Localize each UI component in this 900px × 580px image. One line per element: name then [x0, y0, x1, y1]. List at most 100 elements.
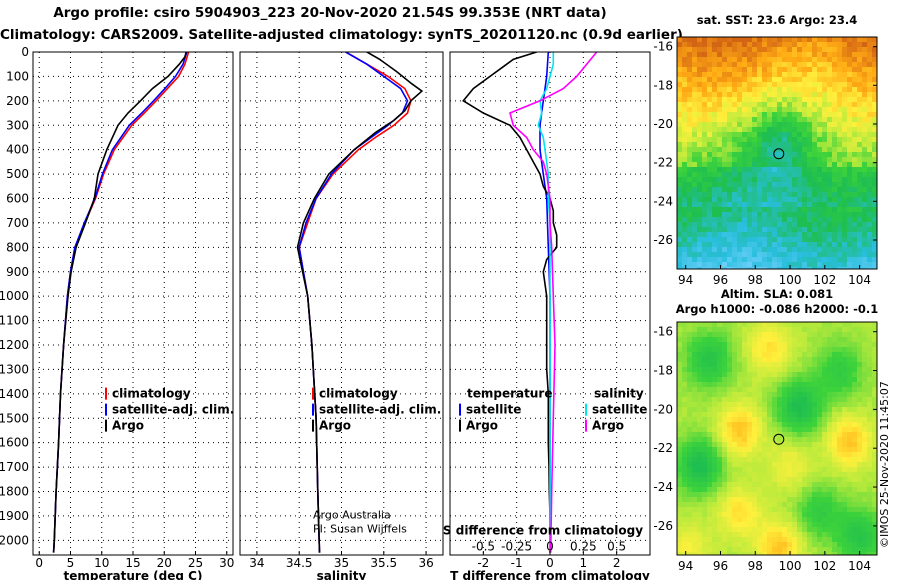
legend-label: Argo — [112, 419, 144, 433]
page-title: Argo profile: csiro 5904903_223 20-Nov-2… — [53, 5, 607, 21]
argo-position-marker — [773, 433, 785, 445]
y-tick-label: 0 — [21, 45, 29, 59]
legend-label: satellite — [466, 403, 521, 417]
x-tick-label: 35 — [334, 556, 349, 570]
series-line-argo — [296, 52, 424, 553]
map-y-tick-label: -24 — [653, 480, 673, 494]
y-tick-label: 1200 — [0, 338, 29, 352]
x-tick-label: 20 — [157, 556, 172, 570]
sst-map-title: sat. SST: 23.6 Argo: 23.4 — [697, 13, 857, 27]
map-x-tick-label: 94 — [678, 273, 693, 287]
sla-map-title: Altim. SLA: 0.081 — [721, 287, 833, 301]
sst-map-frame — [676, 36, 878, 270]
map-x-tick-label: 98 — [748, 273, 763, 287]
y-tick-label: 1300 — [0, 362, 29, 376]
y-tick-label: 1900 — [0, 509, 29, 523]
legend-label: satellite-adj. clim. — [112, 403, 234, 417]
map-y-tick-label: -20 — [653, 402, 673, 416]
y-tick-label: 1600 — [0, 436, 29, 450]
y-tick-label: 1100 — [0, 314, 29, 328]
map-x-tick-label: 98 — [748, 559, 763, 573]
map-y-tick-label: -22 — [653, 441, 673, 455]
argo-position-marker — [773, 148, 785, 160]
y-tick-label: 1400 — [0, 387, 29, 401]
x-tick-label: 25 — [188, 556, 203, 570]
x-axis-label: salinity — [317, 569, 367, 580]
x-tick-label: 0 — [546, 556, 554, 570]
sla-map: Altim. SLA: 0.081 Argo h1000: -0.086 h20… — [653, 287, 878, 573]
series-line-climatology — [52, 52, 190, 553]
map-y-tick-label: -22 — [653, 156, 673, 170]
x-tick-label: 2 — [613, 556, 621, 570]
map-x-tick-label: 96 — [713, 559, 728, 573]
y-tick-label: 700 — [6, 216, 29, 230]
x-tick-label: 35.5 — [370, 556, 397, 570]
map-y-tick-label: -26 — [653, 519, 673, 533]
y-tick-label: 800 — [6, 240, 29, 254]
map-x-tick-label: 100 — [779, 559, 802, 573]
page-subtitle: Climatology: CARS2009. Satellite-adjuste… — [0, 27, 683, 43]
map-x-tick-label: 96 — [713, 273, 728, 287]
map-x-tick-label: 102 — [813, 559, 836, 573]
y-tick-label: 900 — [6, 265, 29, 279]
y-tick-label: 500 — [6, 167, 29, 181]
legend-heading: salinity — [594, 387, 644, 401]
series-line-climatology — [298, 52, 412, 553]
legend-label: satellite — [592, 403, 647, 417]
x-tick-label: 15 — [125, 556, 140, 570]
s-difference-tick-label: 0.25 — [570, 539, 597, 553]
sla-map-frame — [676, 321, 878, 556]
series-line-argo — [52, 52, 187, 553]
map-x-tick-label: 104 — [848, 559, 871, 573]
map-x-tick-label: 104 — [848, 273, 871, 287]
legend-heading: temperature — [467, 387, 552, 401]
annotation-text: Argo Australia — [313, 508, 391, 521]
x-tick-label: 5 — [67, 556, 75, 570]
y-tick-label: 1500 — [0, 411, 29, 425]
s-difference-tick-label: 0.5 — [607, 539, 626, 553]
x-tick-label: 10 — [94, 556, 109, 570]
y-tick-label: 300 — [6, 118, 29, 132]
series-line-salinity-argo — [509, 52, 598, 553]
map-x-tick-label: 100 — [779, 273, 802, 287]
x-axis-label: temperature (deg C) — [64, 569, 203, 580]
x-tick-label: 34.5 — [286, 556, 313, 570]
sst-map: sat. SST: 23.6 Argo: 23.4 94 96 98 100 102 10… — [653, 13, 878, 287]
s-difference-tick-label: -0.5 — [472, 539, 495, 553]
x-tick-label: 30 — [219, 556, 234, 570]
map-x-tick-label: 94 — [678, 559, 693, 573]
y-tick-label: 1800 — [0, 485, 29, 499]
legend-label: satellite-adj. clim. — [319, 403, 441, 417]
series-line-satellite-adj-clim- — [52, 52, 188, 553]
y-tick-label: 100 — [6, 69, 29, 83]
y-tick-label: 200 — [6, 94, 29, 108]
salinity-panel: 34 34.5 35 35.5 36 salinity climatology satelli… — [239, 51, 444, 580]
x-tick-label: 0 — [35, 556, 43, 570]
y-tick-label: 600 — [6, 192, 29, 206]
y-tick-label: 2000 — [0, 533, 29, 547]
y-tick-label: 400 — [6, 143, 29, 157]
map-y-tick-label: -26 — [653, 233, 673, 247]
x-tick-label: 36 — [418, 556, 433, 570]
map-y-tick-label: -24 — [653, 194, 673, 208]
temperature-panel: 0 5 10 15 20 25 300100200300400500600700800900… — [0, 45, 234, 580]
sla-map-subtitle: Argo h1000: -0.086 h2000: -0.1 — [676, 302, 879, 316]
s-difference-axis-label: S difference from climatology — [443, 524, 643, 538]
series-line-temperature-argo — [462, 52, 558, 553]
x-axis-label: T difference from climatology — [450, 569, 650, 580]
difference-panel: -2 -1 0 1 2T difference from climatology temp… — [443, 51, 651, 580]
annotation-text: PI: Susan Wijffels — [313, 522, 407, 535]
map-y-tick-label: -16 — [653, 40, 673, 54]
series-line-salinity-satellite — [537, 52, 555, 553]
y-tick-label: 1000 — [0, 289, 29, 303]
legend-label: climatology — [319, 387, 398, 401]
x-tick-label: -2 — [477, 556, 489, 570]
x-tick-label: 34 — [249, 556, 264, 570]
legend-label: Argo — [466, 419, 498, 433]
x-tick-label: 1 — [580, 556, 588, 570]
map-y-tick-label: -18 — [653, 364, 673, 378]
map-y-tick-label: -16 — [653, 325, 673, 339]
map-y-tick-label: -18 — [653, 78, 673, 92]
x-tick-label: -1 — [511, 556, 523, 570]
